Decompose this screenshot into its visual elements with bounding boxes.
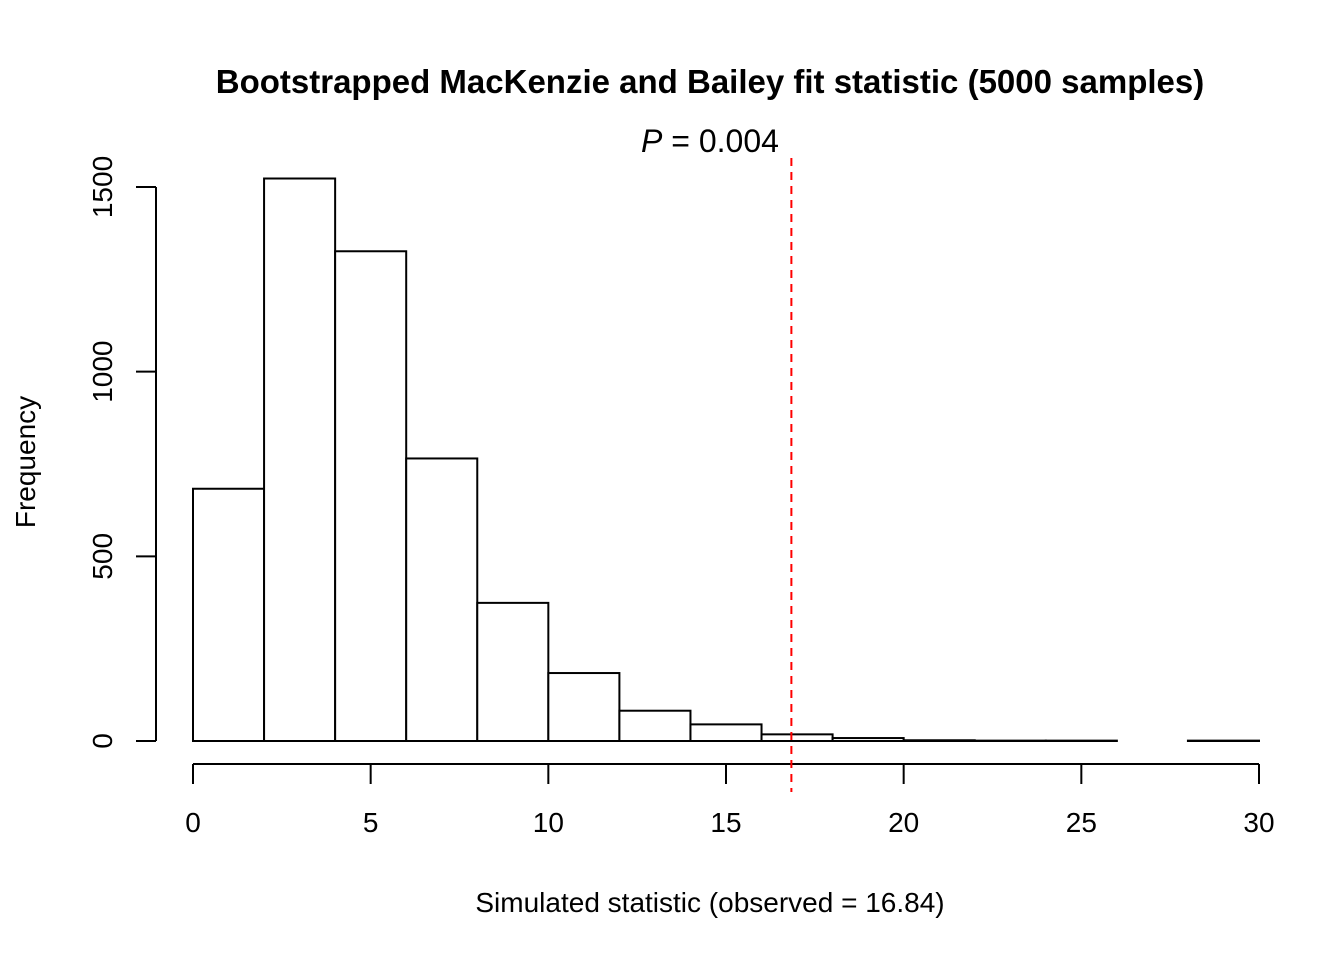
x-tick-label: 5 [363,807,379,838]
x-tick-label: 30 [1243,807,1274,838]
histogram-bar [689,723,763,743]
chart-title: Bootstrapped MacKenzie and Bailey fit st… [216,63,1204,100]
x-tick-label: 15 [710,807,741,838]
p-value-symbol: P [641,123,663,159]
y-axis: 0 500 1000 1500 [87,156,157,749]
histogram-bar [405,457,479,742]
histogram-bar [263,177,337,743]
p-value-label: P = 0.004 [641,123,779,159]
histogram-bar [760,733,834,742]
y-tick-label: 500 [87,533,118,580]
p-value-text: = 0.004 [662,123,779,159]
y-tick-label: 1000 [87,341,118,403]
y-tick-label: 1500 [87,156,118,218]
histogram-bar [334,250,408,742]
x-axis: 0 5 10 15 20 25 30 [185,763,1275,838]
histogram-bar [831,737,905,743]
y-axis-label: Frequency [10,396,41,528]
x-tick-label: 10 [533,807,564,838]
histogram-bar [476,601,550,742]
x-axis-label: Simulated statistic (observed = 16.84) [475,887,944,918]
histogram-bar [618,709,692,742]
x-tick-label: 0 [185,807,201,838]
histogram-bar [192,487,266,742]
histogram-bar [547,672,621,742]
y-tick-label: 0 [87,733,118,749]
x-tick-label: 25 [1066,807,1097,838]
histogram-bars [192,177,1261,743]
histogram-bar [902,739,976,743]
x-tick-label: 20 [888,807,919,838]
